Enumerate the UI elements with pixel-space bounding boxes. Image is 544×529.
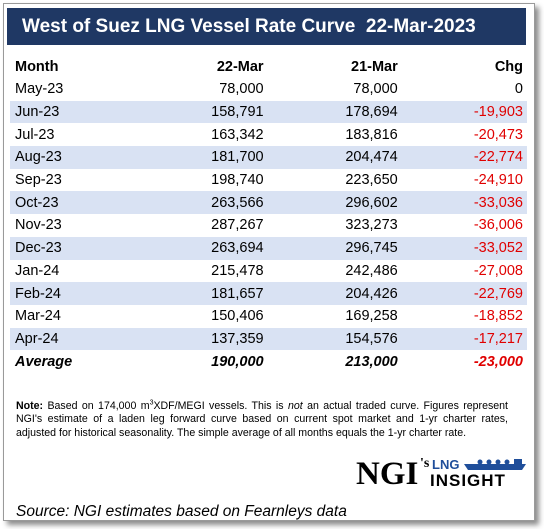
average-chg: -23,000 [398,350,527,373]
cell-chg: -22,774 [398,146,527,169]
column-header-month: Month [10,55,134,78]
cell-22-mar: 137,359 [134,328,263,351]
cell-22-mar: 181,700 [134,146,263,169]
cell-chg: -17,217 [398,328,527,351]
cell-22-mar: 287,267 [134,214,263,237]
cell-22-mar: 181,657 [134,282,263,305]
logo-apostrophe-s: 's [420,456,429,472]
cell-chg: -27,008 [398,260,527,283]
column-header-chg: Chg [398,55,527,78]
table-row: May-23 78,000 78,000 0 [10,78,527,101]
footnote: Note: Based on 174,000 m3XDF/MEGI vessel… [16,400,508,440]
cell-21-mar: 296,745 [264,237,398,260]
table-row: Jun-23 158,791 178,694 -19,903 [10,101,527,124]
cell-month: Mar-24 [10,305,134,328]
table-row: Dec-23 263,694 296,745 -33,052 [10,237,527,260]
lng-tanker-icon [464,457,530,471]
average-21-mar: 213,000 [264,350,398,373]
logo-ngi-text: NGI [356,455,418,493]
table-header-row: Month 22-Mar 21-Mar Chg [10,55,527,78]
cell-month: Aug-23 [10,146,134,169]
column-header-22-mar: 22-Mar [134,55,263,78]
cell-chg: -22,769 [398,282,527,305]
average-22-mar: 190,000 [134,350,263,373]
note-emphasis: not [288,400,303,412]
table-row: Nov-23 287,267 323,273 -36,006 [10,214,527,237]
cell-21-mar: 296,602 [264,191,398,214]
cell-21-mar: 183,816 [264,123,398,146]
cell-22-mar: 150,406 [134,305,263,328]
cell-chg: -24,910 [398,169,527,192]
table-row: Apr-24 137,359 154,576 -17,217 [10,328,527,351]
cell-month: Sep-23 [10,169,134,192]
table-title: West of Suez LNG Vessel Rate Curve 22-Ma… [7,8,526,45]
cell-21-mar: 223,650 [264,169,398,192]
cell-22-mar: 78,000 [134,78,263,101]
cell-22-mar: 158,791 [134,101,263,124]
table-row: Aug-23 181,700 204,474 -22,774 [10,146,527,169]
table-row: Jul-23 163,342 183,816 -20,473 [10,123,527,146]
logo-insight-text: INSIGHT [430,471,506,491]
cell-21-mar: 204,426 [264,282,398,305]
note-text-2: XDF/MEGI vessels. This is [153,400,287,412]
average-label: Average [10,350,134,373]
ngi-lng-insight-logo: NGI 's LNG INSIGHT [356,455,531,499]
cell-chg: -36,006 [398,214,527,237]
cell-22-mar: 263,566 [134,191,263,214]
cell-21-mar: 323,273 [264,214,398,237]
cell-22-mar: 198,740 [134,169,263,192]
note-text-1: Based on 174,000 m [43,400,149,412]
table-row: Feb-24 181,657 204,426 -22,769 [10,282,527,305]
cell-21-mar: 169,258 [264,305,398,328]
cell-chg: -33,052 [398,237,527,260]
cell-chg: -33,036 [398,191,527,214]
table-row: Jan-24 215,478 242,486 -27,008 [10,260,527,283]
cell-chg: -18,852 [398,305,527,328]
cell-22-mar: 215,478 [134,260,263,283]
table-row: Sep-23 198,740 223,650 -24,910 [10,169,527,192]
note-label: Note: [16,400,43,412]
rate-curve-table: Month 22-Mar 21-Mar Chg May-23 78,000 78,0… [10,55,527,373]
cell-22-mar: 163,342 [134,123,263,146]
table-row: Mar-24 150,406 169,258 -18,852 [10,305,527,328]
cell-month: Apr-24 [10,328,134,351]
cell-22-mar: 263,694 [134,237,263,260]
cell-month: Oct-23 [10,191,134,214]
cell-month: Feb-24 [10,282,134,305]
cell-21-mar: 154,576 [264,328,398,351]
cell-month: Jun-23 [10,101,134,124]
cell-month: Nov-23 [10,214,134,237]
column-header-21-mar: 21-Mar [264,55,398,78]
source-line: Source: NGI estimates based on Fearnleys… [16,503,347,521]
cell-month: May-23 [10,78,134,101]
cell-chg: -19,903 [398,101,527,124]
cell-chg: -20,473 [398,123,527,146]
cell-21-mar: 178,694 [264,101,398,124]
logo-lng-text: LNG [432,457,459,472]
cell-chg: 0 [398,78,527,101]
average-row: Average 190,000 213,000 -23,000 [10,350,527,373]
cell-month: Dec-23 [10,237,134,260]
table-row: Oct-23 263,566 296,602 -33,036 [10,191,527,214]
cell-21-mar: 204,474 [264,146,398,169]
cell-21-mar: 78,000 [264,78,398,101]
cell-month: Jan-24 [10,260,134,283]
cell-month: Jul-23 [10,123,134,146]
cell-21-mar: 242,486 [264,260,398,283]
